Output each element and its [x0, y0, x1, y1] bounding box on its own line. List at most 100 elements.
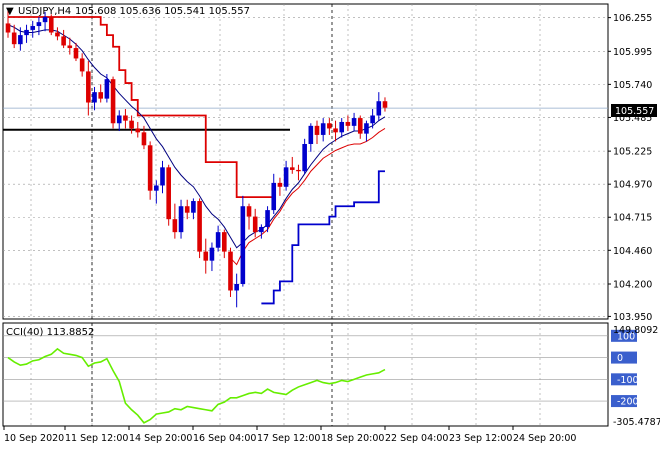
cci-level-label: 100 — [617, 331, 635, 342]
candle-body — [24, 29, 29, 36]
symbol-label: USDJPY,H4 — [18, 6, 71, 17]
candle-body — [160, 167, 165, 186]
time-tick-label: 23 Sep 12:00 — [449, 433, 512, 444]
candle-body — [215, 232, 221, 248]
candle-body — [129, 120, 134, 129]
price-tick-label: 104.460 — [613, 246, 652, 257]
candle-body — [73, 48, 79, 59]
time-tick-label: 16 Sep 04:00 — [193, 433, 256, 444]
cci-level-badge — [611, 395, 637, 408]
time-tick-label: 18 Sep 20:00 — [321, 433, 384, 444]
candle-body — [364, 123, 369, 134]
candle-body — [154, 185, 159, 191]
grid-lines — [3, 4, 608, 426]
ohlc-readout: 105.608 105.636 105.541 105.557 — [75, 6, 250, 17]
candle-body — [98, 92, 103, 99]
time-tick-label: 10 Sep 2020 — [4, 433, 64, 444]
candle-body — [259, 226, 264, 233]
channel-upper-line — [8, 16, 274, 199]
cci-level-label: -100 — [617, 375, 639, 386]
candle-body — [36, 22, 42, 27]
candle-body — [376, 101, 382, 116]
price-tick-label: 104.200 — [613, 280, 652, 291]
candle-body — [296, 169, 301, 172]
candle-body — [252, 216, 258, 233]
candle-body — [203, 251, 209, 261]
time-tick-label: 22 Sep 04:00 — [385, 433, 448, 444]
candle-body — [55, 32, 60, 37]
candle-body — [67, 45, 73, 49]
candle-body — [222, 232, 227, 252]
candle-body — [104, 79, 110, 99]
candle-body — [61, 36, 66, 46]
price-tick-label: 104.715 — [613, 213, 652, 224]
cci-layer: 100 0 -100 -200 — [3, 329, 639, 424]
candle-body — [302, 144, 307, 172]
cci-level-label: -200 — [617, 397, 639, 408]
candle-body — [5, 23, 11, 33]
candle-body — [370, 115, 375, 124]
time-tick-label: 14 Sep 20:00 — [129, 433, 192, 444]
time-tick-label: 17 Sep 12:00 — [257, 433, 320, 444]
time-tick-label: 11 Sep 12:00 — [65, 433, 128, 444]
candle-body — [228, 251, 233, 291]
candle-body — [345, 121, 351, 126]
candle-body — [178, 206, 184, 233]
slow-ma-line — [230, 128, 386, 266]
current-price-label: 105.557 — [615, 106, 654, 117]
candle-body — [197, 201, 202, 252]
candle-body — [271, 182, 277, 211]
candle-body — [86, 71, 91, 103]
cci-level-badge — [611, 373, 637, 386]
price-tick-label: 105.485 — [613, 113, 652, 124]
candle-body — [327, 123, 332, 129]
channel-lower-line — [261, 170, 385, 305]
cci-level-badge — [611, 351, 637, 364]
candle-body — [191, 201, 196, 213]
candle-body — [123, 115, 128, 121]
current-price-badge — [611, 104, 657, 117]
candle-body — [265, 210, 270, 227]
candle-body — [79, 58, 85, 72]
candle-body — [333, 128, 338, 133]
candle-body — [110, 79, 116, 124]
symbol-marker-icon: ▼ — [6, 6, 14, 17]
price-tick-label: 106.255 — [613, 13, 652, 24]
price-tick-label: 103.950 — [613, 312, 652, 323]
candle-body — [314, 125, 320, 135]
indicator-panel-frame — [2, 322, 609, 427]
candle-body — [357, 118, 363, 134]
price-tick-label: 105.995 — [613, 47, 652, 58]
candle-body — [166, 167, 171, 220]
candle-body — [147, 145, 153, 191]
time-tick-label: 24 Sep 20:00 — [513, 433, 576, 444]
candle-body — [184, 206, 190, 213]
cci-min-label: -305.4787 — [613, 417, 660, 428]
candle-body — [320, 123, 326, 135]
candle-body — [48, 16, 54, 33]
price-tick-label: 105.740 — [613, 80, 652, 91]
candle-body — [246, 206, 252, 217]
candle-body — [240, 206, 246, 284]
candle-body — [141, 132, 147, 146]
candle-body — [382, 101, 388, 108]
price-tick-label: 105.225 — [613, 147, 652, 158]
candle-body — [308, 125, 314, 144]
cci-level-badge — [611, 329, 637, 342]
candle-body — [116, 115, 122, 124]
candle-body — [92, 92, 97, 103]
cci-title: CCI(40) 113.8852 — [6, 327, 94, 338]
price-panel-frame — [2, 3, 609, 320]
candle-body — [277, 182, 283, 187]
candle-body — [339, 121, 345, 133]
cci-line — [7, 347, 386, 424]
cci-max-label: 149.8092 — [613, 325, 658, 336]
candle-body — [135, 128, 141, 133]
cci-level-label: 0 — [617, 353, 623, 364]
candle-body — [11, 32, 17, 45]
candle-body — [42, 16, 48, 23]
candle-body — [172, 219, 178, 233]
price-tick-label: 104.970 — [613, 180, 652, 191]
candle-body — [18, 35, 23, 45]
